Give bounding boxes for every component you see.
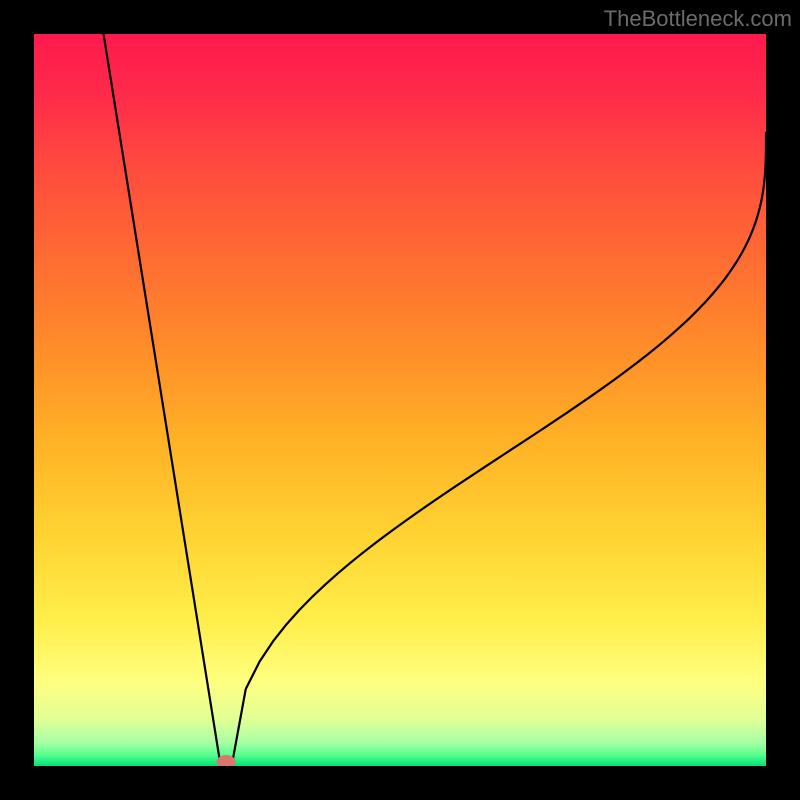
frame-border-bottom [0,766,800,800]
plot-area [34,34,766,766]
frame-border-right [766,0,800,800]
frame-border-top [0,0,800,34]
chart-frame: TheBottleneck.com [0,0,800,800]
bottleneck-curve [34,34,766,766]
frame-border-left [0,0,34,800]
minimum-marker [216,755,235,766]
